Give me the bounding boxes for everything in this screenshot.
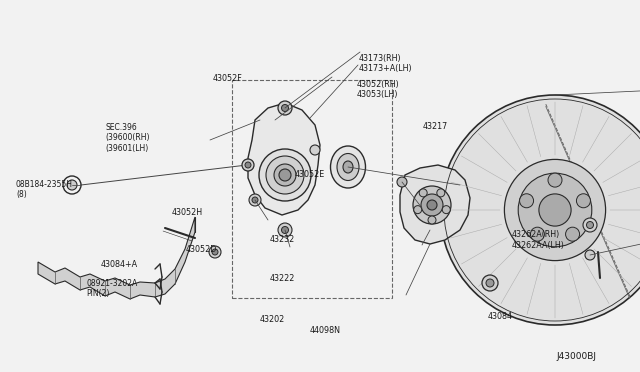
Circle shape xyxy=(440,95,640,325)
Ellipse shape xyxy=(266,156,304,194)
Ellipse shape xyxy=(421,194,443,216)
Circle shape xyxy=(209,246,221,258)
Polygon shape xyxy=(38,217,195,299)
Circle shape xyxy=(245,162,251,168)
Circle shape xyxy=(67,180,77,190)
Text: 08B184-2355H
(8): 08B184-2355H (8) xyxy=(16,180,73,199)
Text: 43052(RH)
43053(LH): 43052(RH) 43053(LH) xyxy=(357,80,400,99)
Circle shape xyxy=(442,206,451,214)
Text: 43084: 43084 xyxy=(488,312,513,321)
Circle shape xyxy=(583,218,597,232)
Circle shape xyxy=(212,249,218,255)
Text: 43052E: 43052E xyxy=(294,170,324,179)
Text: J43000BJ: J43000BJ xyxy=(557,352,596,361)
Ellipse shape xyxy=(274,164,296,186)
Text: 08921-3202A
PIN(2): 08921-3202A PIN(2) xyxy=(86,279,138,298)
Circle shape xyxy=(278,101,292,115)
Text: 43052D: 43052D xyxy=(186,245,217,254)
Circle shape xyxy=(249,194,261,206)
Text: 43217: 43217 xyxy=(422,122,447,131)
Circle shape xyxy=(504,159,605,261)
Ellipse shape xyxy=(520,194,534,208)
Ellipse shape xyxy=(577,194,591,208)
Ellipse shape xyxy=(566,227,580,241)
Text: 43222: 43222 xyxy=(270,274,296,283)
Text: 44098N: 44098N xyxy=(310,326,340,335)
Text: 43232: 43232 xyxy=(270,235,295,244)
Text: 43173(RH)
43173+A(LH): 43173(RH) 43173+A(LH) xyxy=(358,54,412,73)
Ellipse shape xyxy=(330,146,365,188)
Circle shape xyxy=(482,275,498,291)
Circle shape xyxy=(282,105,289,112)
Ellipse shape xyxy=(427,200,437,210)
Circle shape xyxy=(437,189,445,197)
Text: 43262A(RH)
43262AA(LH): 43262A(RH) 43262AA(LH) xyxy=(512,230,565,250)
Polygon shape xyxy=(400,165,470,244)
Circle shape xyxy=(539,194,571,226)
Circle shape xyxy=(585,250,595,260)
Ellipse shape xyxy=(548,173,562,187)
Ellipse shape xyxy=(279,169,291,181)
Circle shape xyxy=(586,221,593,228)
Circle shape xyxy=(413,206,422,214)
Ellipse shape xyxy=(259,149,311,201)
Ellipse shape xyxy=(531,227,545,241)
Circle shape xyxy=(310,145,320,155)
Circle shape xyxy=(518,173,592,247)
Circle shape xyxy=(419,189,427,197)
Text: 43084+A: 43084+A xyxy=(101,260,138,269)
Text: 43052H: 43052H xyxy=(172,208,203,217)
Circle shape xyxy=(252,197,258,203)
Ellipse shape xyxy=(343,161,353,173)
Ellipse shape xyxy=(337,154,359,180)
Ellipse shape xyxy=(413,186,451,224)
Circle shape xyxy=(278,223,292,237)
Text: 43202: 43202 xyxy=(260,315,285,324)
Text: SEC.396
(39600(RH)
(39601(LH): SEC.396 (39600(RH) (39601(LH) xyxy=(106,123,150,153)
Circle shape xyxy=(428,216,436,224)
Text: 43052F: 43052F xyxy=(212,74,242,83)
Circle shape xyxy=(486,279,494,287)
Polygon shape xyxy=(248,103,320,215)
Circle shape xyxy=(282,227,289,234)
Circle shape xyxy=(397,177,407,187)
Circle shape xyxy=(242,159,254,171)
